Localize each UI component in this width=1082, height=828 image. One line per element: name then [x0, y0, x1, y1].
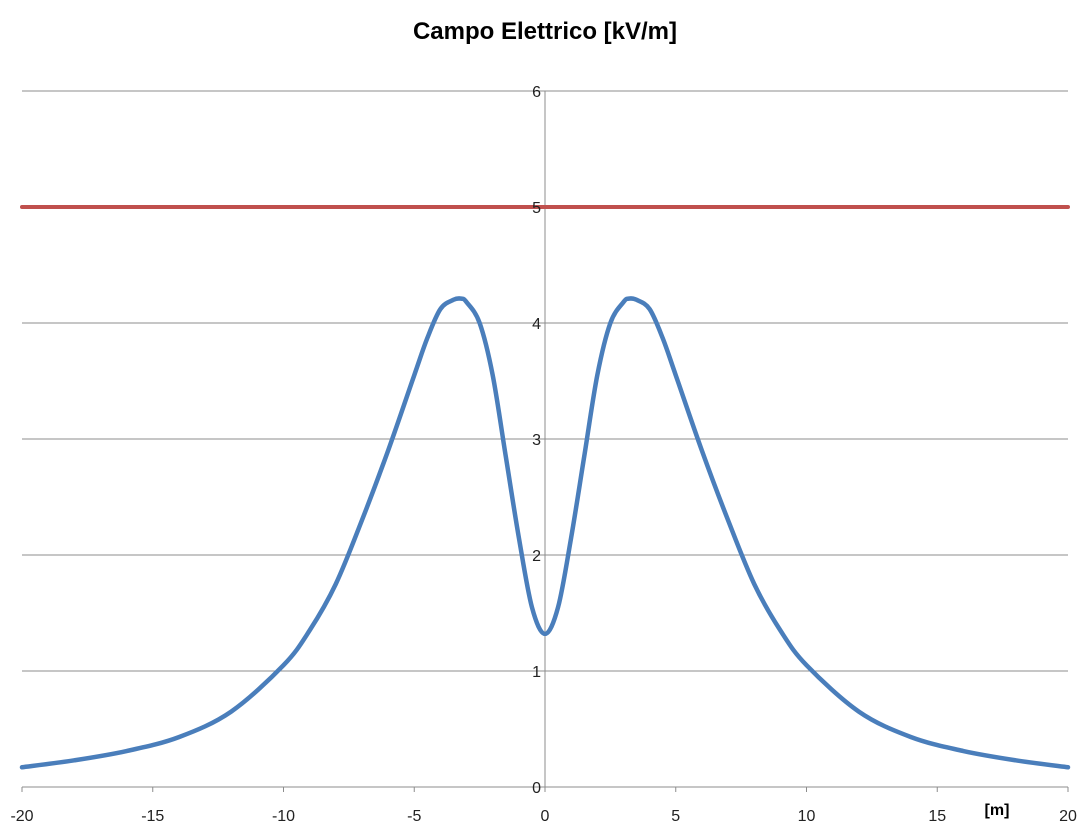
x-unit-label: [m]	[985, 802, 1010, 819]
y-tick-label: 0	[532, 780, 541, 797]
x-tick-label: -20	[10, 808, 33, 825]
series-layer	[19, 205, 1071, 770]
x-tick-label: -5	[407, 808, 421, 825]
axes	[21, 90, 1069, 792]
y-tick-label: 1	[532, 664, 541, 681]
x-tick-label: 15	[928, 808, 946, 825]
x-tick-label: 10	[798, 808, 816, 825]
y-tick-label: 3	[532, 432, 541, 449]
series-line-electric-field	[19, 296, 1071, 770]
chart-title: Campo Elettrico [kV/m]	[413, 18, 677, 45]
x-tick-label: 20	[1059, 808, 1077, 825]
x-tick-label: 5	[671, 808, 680, 825]
y-tick-label: 5	[532, 200, 541, 217]
y-tick-label: 4	[532, 316, 541, 333]
tick-labels: -20 -15 -10 -5 0 5 10 15 20 0 1 2 3 4 5 6	[10, 84, 1077, 825]
x-tick-label: -15	[141, 808, 164, 825]
x-tick-label: -10	[272, 808, 295, 825]
x-tick-label: 0	[541, 808, 550, 825]
y-tick-label: 6	[532, 84, 541, 101]
y-tick-label: 2	[532, 548, 541, 565]
